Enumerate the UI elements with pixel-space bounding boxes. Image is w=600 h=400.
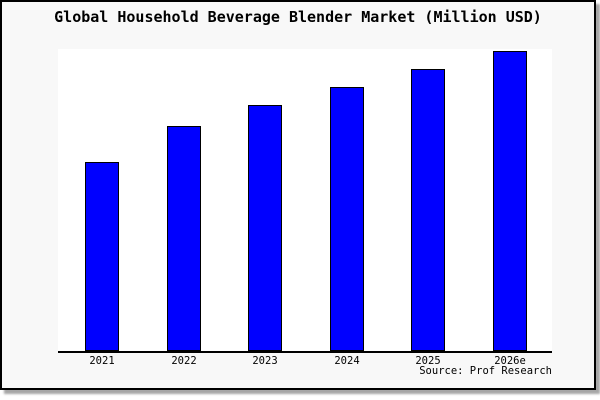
x-tick-label-2021: 2021 bbox=[89, 355, 115, 367]
x-tick-label-2023: 2023 bbox=[252, 355, 278, 367]
bar-2025 bbox=[411, 69, 445, 351]
x-tick-label-2025: 2025 bbox=[415, 355, 441, 367]
bar-2024 bbox=[330, 87, 364, 351]
bar-2021 bbox=[85, 162, 119, 351]
x-tick-label-2022: 2022 bbox=[171, 355, 197, 367]
x-tick-label-2026e: 2026e bbox=[494, 355, 526, 367]
source-note: Source: Prof Research bbox=[419, 365, 552, 377]
bar-2022 bbox=[167, 126, 201, 351]
chart-frame: Global Household Beverage Blender Market… bbox=[0, 0, 596, 390]
chart-title: Global Household Beverage Blender Market… bbox=[54, 8, 542, 26]
plot-area bbox=[58, 49, 552, 353]
bar-2023 bbox=[248, 105, 282, 351]
bar-2026e bbox=[493, 51, 527, 351]
x-axis-labels: 2021 2022 2023 2024 2025 2026e bbox=[58, 355, 552, 369]
x-tick-label-2024: 2024 bbox=[334, 355, 360, 367]
